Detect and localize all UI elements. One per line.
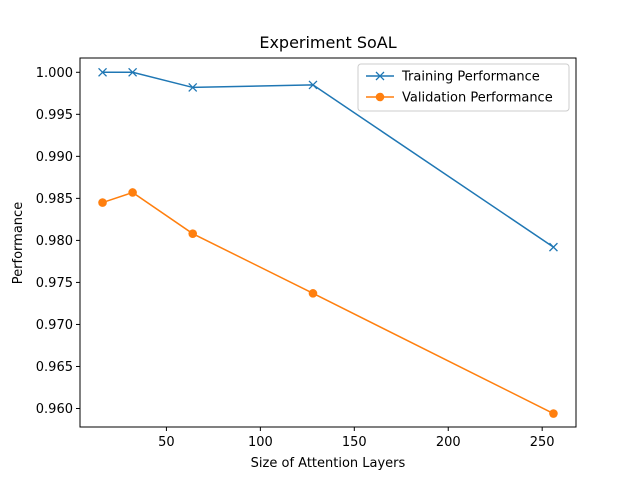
data-point-marker bbox=[98, 198, 107, 207]
data-point-marker bbox=[308, 289, 318, 298]
y-tick-label: 0.975 bbox=[36, 276, 73, 291]
x-tick-label: 150 bbox=[342, 435, 367, 450]
y-tick-label: 0.970 bbox=[36, 318, 73, 333]
x-tick-label: 250 bbox=[530, 435, 555, 450]
data-point-marker bbox=[548, 242, 558, 252]
legend-box bbox=[357, 63, 570, 112]
legend-entry: Validation Performance bbox=[366, 91, 553, 106]
x-tick-label: 200 bbox=[436, 435, 461, 450]
y-tick-label: 0.980 bbox=[36, 234, 73, 249]
y-tick-label: 0.995 bbox=[36, 108, 73, 123]
legend-label: Validation Performance bbox=[402, 91, 553, 106]
data-point-marker bbox=[308, 80, 318, 90]
data-point-marker bbox=[128, 67, 138, 77]
legend-marker bbox=[375, 71, 385, 81]
chart-title: Experiment SoAL bbox=[259, 33, 396, 52]
y-tick-label: 0.990 bbox=[36, 150, 73, 165]
legend-marker bbox=[375, 92, 385, 102]
x-axis-label: Size of Attention Layers bbox=[251, 456, 406, 471]
x-tick-label: 100 bbox=[248, 435, 273, 450]
y-axis-label: Performance bbox=[11, 202, 26, 284]
data-point-marker bbox=[188, 82, 198, 92]
y-axis: 0.960 0.965 0.970 0.975 0.980 0.985 0.990 0.995… bbox=[36, 66, 80, 417]
y-tick-label: 0.985 bbox=[36, 192, 73, 207]
data-point-marker bbox=[188, 229, 198, 238]
legend: Training Performance Validation Performan… bbox=[357, 63, 570, 112]
data-point-marker bbox=[98, 67, 108, 77]
series-layer bbox=[98, 67, 558, 418]
legend-label: Training Performance bbox=[401, 70, 540, 85]
y-tick-label: 0.965 bbox=[36, 360, 73, 375]
data-point-marker bbox=[128, 188, 137, 197]
x-axis: 50 100 150 200 250 bbox=[158, 427, 555, 450]
data-point-marker bbox=[549, 409, 558, 418]
legend-entry: Training Performance bbox=[366, 70, 540, 85]
plot-area bbox=[79, 57, 577, 428]
plot-frame bbox=[79, 57, 577, 428]
x-tick-label: 50 bbox=[158, 435, 175, 450]
y-tick-label: 0.960 bbox=[36, 402, 73, 417]
y-tick-label: 1.000 bbox=[36, 66, 73, 81]
